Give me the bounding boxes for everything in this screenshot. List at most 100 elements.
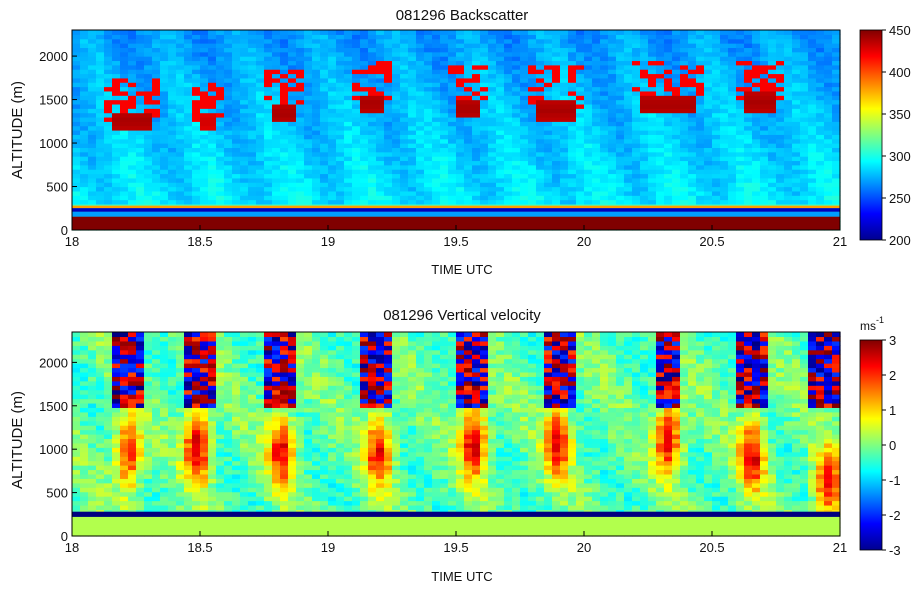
heatmap-cell [480,139,489,144]
heatmap-cell [200,69,209,74]
heatmap-cell [96,87,105,92]
heatmap-cell [392,100,401,105]
heatmap-cell [552,108,561,113]
heatmap-cell [664,173,673,178]
heatmap-cell [336,165,345,170]
heatmap-cell [376,39,385,44]
heatmap-cell [120,73,129,78]
heatmap-cell [336,178,345,183]
heatmap-cell [104,434,113,439]
heatmap-cell [136,332,145,337]
heatmap-cell [656,195,665,200]
heatmap-cell [800,191,809,196]
heatmap-cell [88,456,97,461]
heatmap-cell [640,39,649,44]
heatmap-cell [808,178,817,183]
heatmap-cell [208,87,217,92]
heatmap-cell [736,30,745,35]
heatmap-cell [360,182,369,187]
heatmap-cell [656,130,665,135]
heatmap-cell [168,173,177,178]
heatmap-cell [112,350,121,355]
heatmap-cell [528,187,537,192]
heatmap-cell [280,173,289,178]
heatmap-cell [648,34,657,39]
heatmap-cell [432,169,441,174]
heatmap-cell [648,113,657,118]
heatmap-cell [208,143,217,148]
heatmap-cell [504,143,513,148]
heatmap-cell [256,200,265,205]
heatmap-cell [280,87,289,92]
heatmap-cell [640,87,649,92]
heatmap-cell [416,47,425,52]
heatmap-cell [752,65,761,70]
heatmap-cell [704,104,713,109]
heatmap-cell [296,52,305,57]
heatmap-cell [328,104,337,109]
heatmap-cell [400,113,409,118]
heatmap-cell [784,130,793,135]
heatmap-cell [600,130,609,135]
heatmap-cell [120,438,129,443]
heatmap-cell [456,108,465,113]
heatmap-cell [184,95,193,100]
heatmap-cell [152,478,161,483]
heatmap-cell [424,56,433,61]
heatmap-cell [424,52,433,57]
heatmap-cell [712,78,721,83]
heatmap-cell [96,60,105,65]
heatmap-cell [472,130,481,135]
heatmap-cell [112,430,121,435]
heatmap-cell [776,104,785,109]
heatmap-cell [456,82,465,87]
heatmap-cell [568,100,577,105]
heatmap-cell [816,160,825,165]
heatmap-cell [216,65,225,70]
heatmap-cell [152,363,161,368]
heatmap-cell [656,113,665,118]
heatmap-cell [112,452,121,457]
heatmap-cell [96,200,105,205]
heatmap-cell [512,200,521,205]
heatmap-cell [240,91,249,96]
heatmap-cell [440,147,449,152]
heatmap-cell [208,69,217,74]
heatmap-cell [144,336,153,341]
heatmap-cell [248,30,257,35]
heatmap-cell [312,121,321,126]
heatmap-cell [712,169,721,174]
heatmap-cell [160,173,169,178]
heatmap-cell [512,34,521,39]
heatmap-cell [448,65,457,70]
heatmap-cell [288,169,297,174]
heatmap-cell [376,73,385,78]
heatmap-cell [424,165,433,170]
heatmap-cell [744,78,753,83]
heatmap-cell [792,139,801,144]
heatmap-cell [744,160,753,165]
heatmap-cell [728,143,737,148]
heatmap-cell [152,487,161,492]
heatmap-cell [120,182,129,187]
heatmap-cell [408,52,417,57]
heatmap-cell [536,195,545,200]
heatmap-cell [752,126,761,131]
heatmap-cell [800,47,809,52]
heatmap-cell [128,527,137,532]
heatmap-cell [88,487,97,492]
heatmap-cell [624,39,633,44]
heatmap-cell [224,87,233,92]
heatmap-cell [520,95,529,100]
heatmap-cell [120,527,129,532]
heatmap-cell [216,143,225,148]
heatmap-cell [448,78,457,83]
heatmap-cell [776,178,785,183]
heatmap-cell [296,134,305,139]
heatmap-cell [440,117,449,122]
heatmap-cell [800,160,809,165]
heatmap-cell [400,191,409,196]
heatmap-cell [400,91,409,96]
heatmap-cell [704,169,713,174]
heatmap-cell [448,169,457,174]
